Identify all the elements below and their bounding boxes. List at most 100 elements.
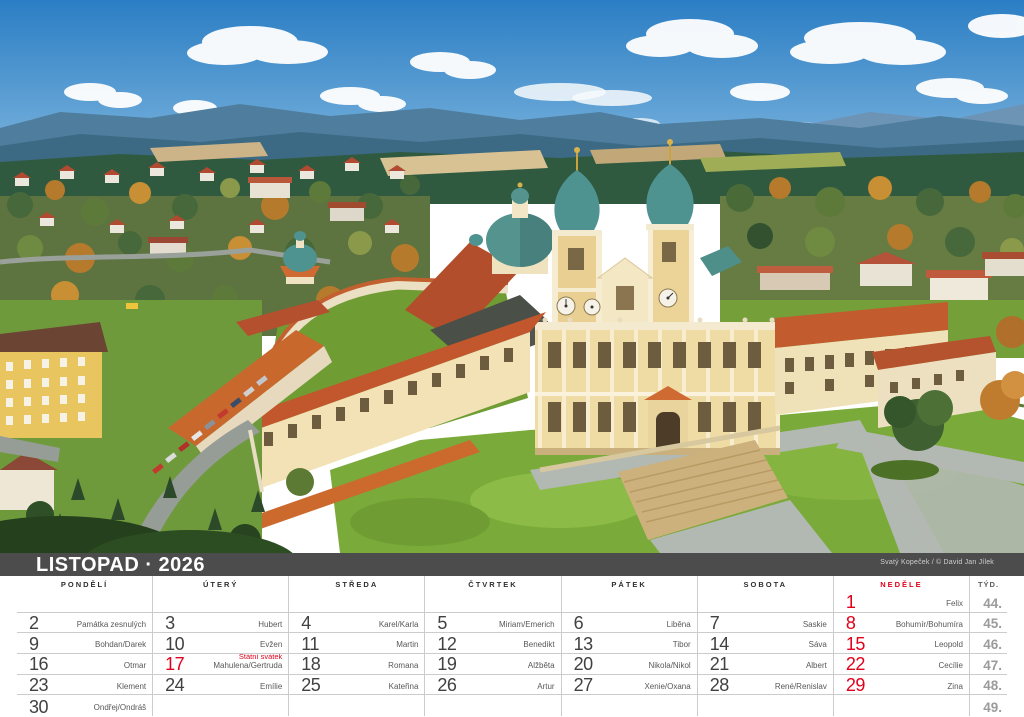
day-number: 9 (29, 633, 39, 654)
chapel (280, 231, 320, 284)
west-wing (222, 312, 546, 534)
day-number: 8 (845, 613, 856, 634)
day-cell: 22 Cecílie (833, 653, 970, 675)
week-number: 46. (969, 633, 1007, 654)
day-cell: 28 René/Renislav (697, 674, 834, 696)
day-name: Karel/Karla (378, 619, 419, 629)
slate-roof (430, 295, 545, 352)
day-name: Sáva (808, 640, 827, 650)
week-number: 48. (969, 675, 1007, 696)
day-cell: 24 Emílie (153, 674, 290, 696)
clouds (25, 14, 1024, 139)
lawn-tree (871, 316, 1024, 480)
day-cell (697, 592, 834, 613)
day-cell: 7 Saskie (697, 612, 834, 634)
day-number: 13 (573, 633, 594, 654)
day-name: Emílie (260, 681, 283, 691)
day-cell (834, 695, 970, 716)
holiday-label: Státní svátek (238, 653, 283, 662)
day-name: Bohdan/Darek (94, 640, 147, 650)
day-cell: 29 Zina (833, 674, 970, 696)
day-cell (289, 695, 426, 716)
day-cell: 12 Benedikt (425, 633, 562, 654)
day-cell: 27 Xenie/Oxana (561, 674, 698, 696)
week-number: 44. (969, 592, 1007, 613)
fields (150, 142, 846, 176)
day-cell: 26 Artur (425, 674, 562, 696)
weekday-header-wednesday: STŘEDA (289, 576, 426, 592)
day-number: 24 (165, 675, 185, 696)
day-name: René/Renislav (774, 681, 827, 691)
day-cell: 17 Státní svátek Mahulena/Gertruda (153, 653, 290, 675)
day-cell: 25 Kateřina (289, 674, 426, 696)
day-number: 23 (29, 675, 49, 696)
weekday-header-friday: PÁTEK (562, 576, 698, 592)
day-number: 10 (165, 633, 185, 654)
day-number: 25 (301, 675, 321, 696)
day-cell: 21 Albert (697, 653, 834, 675)
day-name: Hubert (258, 619, 283, 629)
day-cell: 15 Leopold (833, 633, 970, 654)
day-name: Evžen (260, 640, 283, 650)
day-name: Romana (388, 661, 419, 671)
day-name: Kateřina (388, 681, 419, 691)
day-number: 28 (709, 675, 730, 696)
town-left-houses (13, 157, 406, 256)
day-name: Albert (805, 661, 827, 671)
day-cell (289, 592, 426, 613)
day-cell: 23 Klement (17, 674, 154, 696)
town-right-trees (726, 176, 1024, 262)
day-number: 26 (437, 675, 457, 696)
day-name: Otmar (123, 661, 147, 671)
day-name: Saskie (802, 619, 827, 629)
day-cell: 14 Sáva (697, 633, 834, 654)
day-name: Bohumír/Bohumíra (895, 619, 963, 629)
day-number: 29 (845, 675, 866, 696)
day-cell (698, 695, 834, 716)
day-number: 11 (301, 633, 319, 654)
weekday-header-saturday: SOBOTA (698, 576, 834, 592)
day-number: 30 (29, 696, 49, 716)
day-name: Liběna (666, 619, 691, 629)
foreground-left (0, 300, 332, 553)
day-cell: 1 Felix (833, 592, 970, 613)
week-number: 47. (969, 654, 1007, 675)
monastery-wall (248, 429, 264, 493)
town-right-houses (757, 252, 1024, 301)
day-name: Benedikt (523, 640, 555, 650)
day-cell: 3 Hubert (153, 612, 290, 634)
day-cell: 6 Liběna (561, 612, 698, 634)
facade-center (596, 257, 654, 326)
day-number: 20 (573, 654, 594, 675)
day-number: 3 (165, 613, 175, 634)
day-cell: 4 Karel/Karla (289, 612, 426, 634)
day-number: 7 (709, 613, 720, 634)
calendar-grid: PONDĚLÍ ÚTERÝ STŘEDA ČTVRTEK PÁTEK SOBOT… (17, 576, 1007, 716)
central-dome (486, 182, 554, 274)
apartment-building (0, 322, 108, 438)
tower-west (552, 147, 602, 362)
day-cell: 19 Alžběta (425, 653, 562, 675)
week-number: 49. (983, 699, 1002, 715)
day-number: 22 (845, 654, 866, 675)
day-number: 16 (29, 654, 49, 675)
weekday-header-thursday: ČTVRTEK (425, 576, 562, 592)
week-column-header: TÝD. (977, 580, 1000, 589)
day-name: Ondřej/Ondráš (93, 703, 147, 713)
title-bar: LISTOPAD · 2026 Svatý Kopeček / © David … (0, 553, 1024, 576)
day-name: Miriam/Emerich (499, 619, 555, 629)
day-cell: 8 Bohumír/Bohumíra (833, 612, 970, 634)
town-road (0, 247, 331, 265)
day-number: 15 (845, 633, 866, 654)
day-cell: 11 Martin (289, 633, 426, 654)
day-number: 19 (437, 654, 457, 675)
day-name: Xenie/Oxana (644, 681, 691, 691)
day-name: Alžběta (527, 661, 555, 671)
day-name: Artur (537, 681, 555, 691)
day-name: Cecílie (938, 661, 963, 671)
day-cell (17, 592, 154, 613)
day-number: 17 (165, 654, 185, 675)
day-cell (561, 592, 698, 613)
day-number: 14 (709, 633, 730, 654)
